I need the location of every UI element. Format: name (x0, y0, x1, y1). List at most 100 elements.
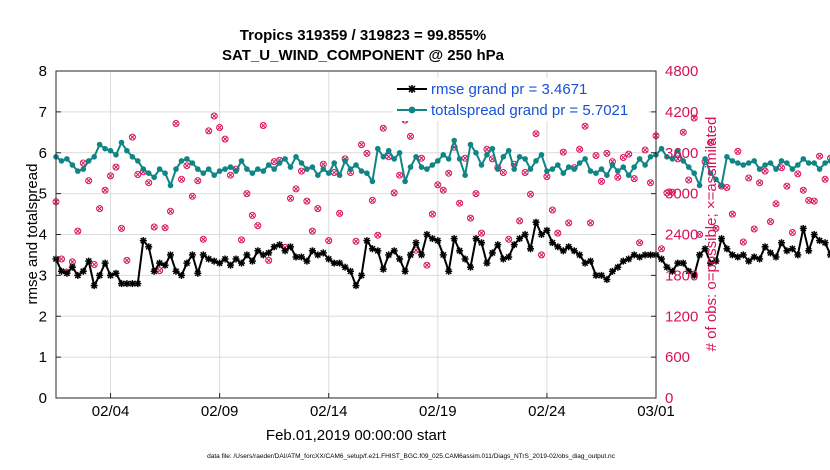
asterisk-stroke (631, 251, 638, 259)
obs-count-point (118, 224, 125, 232)
rmse-point (58, 267, 65, 275)
totalspread-point (413, 154, 419, 160)
obs-assimilated-marker-b (244, 191, 250, 197)
asterisk-stroke (565, 243, 572, 250)
obs-count-point (216, 124, 224, 131)
obs-possible-marker (630, 175, 638, 183)
totalspread-point (669, 156, 676, 162)
obs-count-point (712, 224, 720, 232)
obs-assimilated-marker-b (473, 191, 479, 197)
obs-possible-marker (352, 237, 360, 245)
x-tick-label: 02/19 (419, 403, 457, 420)
asterisk-stroke (178, 272, 185, 279)
rmse-point (543, 226, 551, 234)
asterisk-stroke (549, 239, 556, 246)
obs-assimilated-marker-b (560, 149, 566, 155)
asterisk-stroke (412, 239, 420, 246)
obs-count-point (112, 163, 120, 171)
asterisk-stroke (314, 251, 321, 259)
rmse-point (68, 263, 76, 271)
asterisk-stroke (129, 280, 136, 287)
obs-possible-marker (728, 210, 736, 218)
grid-lines (56, 71, 656, 398)
rmse-point (794, 251, 802, 259)
obs-possible-marker (565, 219, 573, 227)
rmse-point (614, 263, 622, 271)
obs-assimilated-marker-b (151, 224, 157, 230)
asterisk-stroke (767, 249, 774, 257)
obs-count-point (576, 145, 584, 153)
asterisk-stroke (827, 251, 830, 256)
totalspread-point (435, 158, 441, 164)
asterisk-stroke (74, 272, 81, 279)
totalspread-point (811, 160, 817, 166)
obs-assimilated-marker-b (506, 236, 512, 242)
totalspread-point (118, 139, 125, 146)
obs-possible-marker (559, 148, 567, 156)
rmse-point (827, 251, 830, 259)
asterisk-stroke (287, 243, 294, 250)
obs-assimilated-marker-b (817, 153, 823, 159)
asterisk-stroke (254, 247, 261, 254)
rmse-point (554, 243, 562, 251)
obs-count-point (368, 196, 376, 204)
obs-assimilated-marker-b (364, 150, 370, 156)
totalspread-point (615, 168, 621, 174)
obs-possible-marker (188, 192, 196, 200)
obs-assimilated-marker-b (435, 182, 441, 188)
asterisk-stroke (587, 257, 594, 265)
asterisk-stroke (112, 270, 120, 277)
obs-assimilated-marker-b (658, 246, 665, 252)
obs-assimilated-marker-b (713, 225, 719, 231)
x-axis-ticks: 02/04 02/09 02/14 02/19 02/24 03/01 (92, 393, 675, 420)
obs-count-point (265, 256, 273, 264)
totalspread-point (751, 158, 757, 164)
obs-count-point (739, 238, 747, 246)
obs-possible-marker (690, 114, 698, 122)
asterisk-stroke (729, 251, 736, 259)
totalspread-point (582, 156, 588, 162)
obs-assimilated-marker-b (811, 198, 817, 204)
totalspread-point (642, 162, 648, 168)
obs-assimilated-marker-b (391, 190, 397, 196)
obs-assimilated-marker-b (577, 146, 583, 152)
obs-assimilated-marker-b (375, 232, 381, 238)
obs-count-point (772, 200, 780, 208)
totalspread-point (135, 158, 141, 164)
obs-possible-marker (816, 152, 824, 160)
obs-possible-marker (418, 154, 425, 162)
totalspread-point (249, 170, 256, 176)
totalspread-point (391, 156, 398, 162)
obs-count-point (532, 130, 540, 138)
asterisk-stroke (669, 268, 676, 275)
asterisk-stroke (505, 253, 512, 261)
rmse-point (472, 235, 480, 243)
obs-assimilated-marker-b (527, 191, 534, 197)
totalspread-point (713, 176, 719, 183)
asterisk-stroke (772, 253, 780, 261)
obs-count-point (58, 255, 65, 263)
rmse-point (90, 282, 98, 290)
obs-count-point (308, 227, 316, 235)
left-tick-label: 7 (39, 104, 47, 121)
asterisk-stroke (341, 264, 349, 271)
rmse-point (178, 271, 185, 279)
totalspread-point (265, 162, 272, 168)
asterisk-stroke (576, 251, 583, 259)
rmse-point (521, 231, 529, 238)
rmse-point (532, 218, 540, 226)
obs-possible-marker (396, 171, 404, 179)
obs-assimilated-marker-b (407, 133, 414, 139)
obs-assimilated-marker-b (315, 206, 321, 212)
asterisk-stroke (101, 259, 109, 267)
obs-assimilated-marker-b (757, 180, 763, 186)
obs-possible-marker (259, 122, 267, 129)
obs-assimilated-marker-b (238, 237, 245, 243)
obs-possible-marker (123, 256, 131, 264)
totalspread-point (260, 168, 267, 174)
totalspread-point (576, 160, 583, 166)
right-tick-label: 3600 (665, 145, 698, 162)
obs-possible-marker (538, 251, 545, 259)
asterisk-stroke (211, 257, 218, 265)
totalspread-point (64, 156, 70, 162)
